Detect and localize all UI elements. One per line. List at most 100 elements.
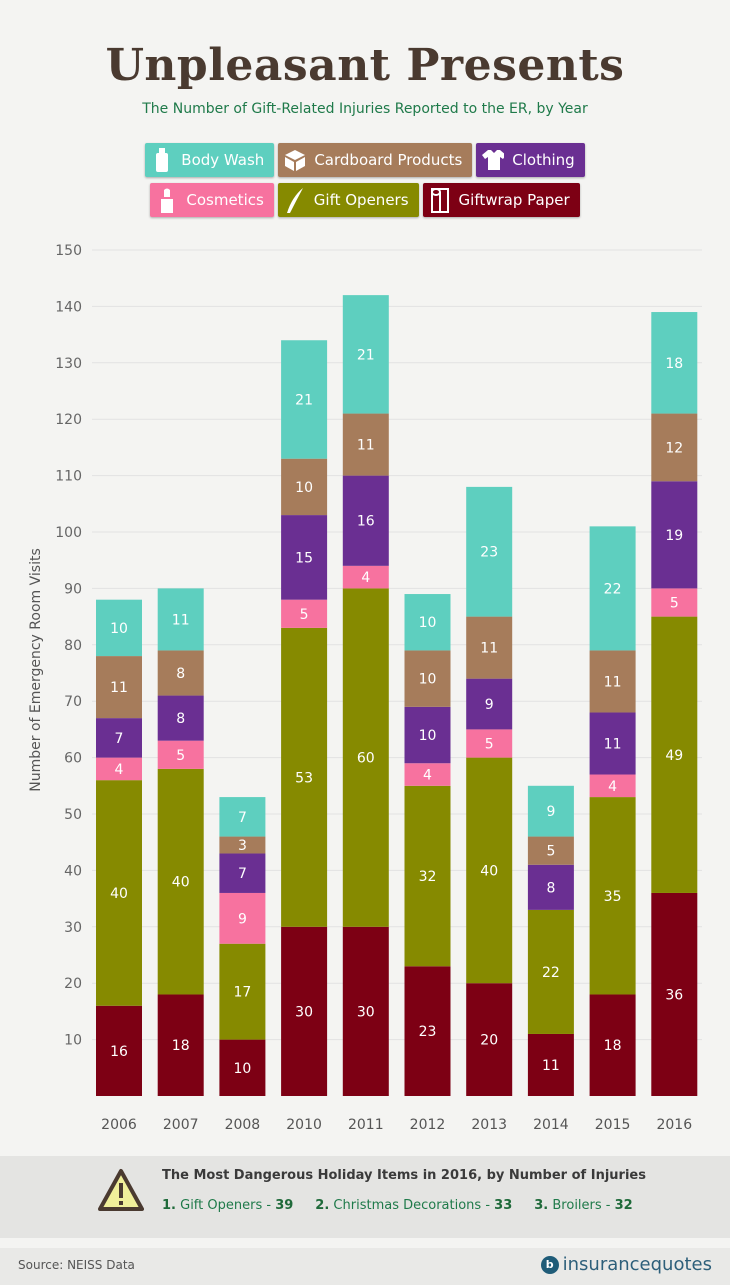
data-label: 30	[357, 1004, 375, 1020]
bar-segment-cardboard-products	[651, 413, 698, 482]
data-label: 36	[665, 987, 683, 1003]
bar-segment-body-wash	[466, 486, 513, 617]
shirt-icon	[482, 147, 505, 173]
data-label: 35	[604, 889, 622, 905]
dangerous-items-panel: The Most Dangerous Holiday Items in 2016…	[0, 1156, 730, 1238]
brand-logo: b insurancequotes	[540, 1254, 712, 1275]
data-label: 18	[604, 1038, 622, 1054]
legend-gift-openers: Gift Openers	[277, 183, 419, 217]
data-label: 22	[604, 581, 622, 597]
bar-segment-cardboard-products	[219, 836, 266, 854]
bar-segment-giftwrap-paper	[651, 892, 698, 1096]
x-tick-label: 2015	[595, 1117, 631, 1133]
bar-segment-giftwrap-paper	[281, 926, 328, 1096]
bar-segment-clothing	[342, 475, 389, 566]
data-label: 5	[485, 737, 494, 753]
x-tick-label: 2016	[656, 1117, 692, 1133]
bar-segment-clothing	[527, 864, 574, 910]
data-label: 30	[295, 1004, 313, 1020]
y-tick-label: 70	[64, 694, 82, 710]
bar-segment-clothing	[589, 712, 636, 775]
data-label: 10	[419, 615, 437, 631]
data-label: 9	[238, 911, 247, 927]
bar-segment-clothing	[157, 695, 204, 741]
bar-segment-cosmetics	[404, 763, 451, 786]
bar-segment-cardboard-products	[96, 656, 142, 719]
data-label: 10	[110, 621, 128, 637]
bar-segment-clothing	[404, 706, 451, 764]
data-label: 32	[419, 869, 437, 885]
paper-roll-icon	[429, 187, 451, 213]
data-label: 21	[357, 347, 375, 363]
data-label: 12	[665, 440, 683, 456]
y-tick-label: 100	[55, 525, 82, 541]
legend-label: Gift Openers	[313, 191, 409, 209]
bar-segment-cardboard-products	[466, 616, 513, 679]
data-label: 9	[485, 697, 494, 713]
panel-item: 2. Christmas Decorations - 33	[315, 1198, 513, 1213]
x-tick-label: 2010	[286, 1117, 322, 1133]
bar-segment-giftwrap-paper	[466, 983, 513, 1096]
bar-segment-cosmetics	[219, 892, 266, 944]
x-tick-label: 2012	[410, 1117, 446, 1133]
x-tick-label: 2014	[533, 1117, 569, 1133]
bar-segment-body-wash	[527, 785, 574, 837]
bar-segment-body-wash	[651, 312, 698, 414]
warning-icon	[98, 1169, 144, 1211]
data-label: 17	[233, 985, 251, 1001]
bar-segment-cardboard-products	[281, 458, 328, 516]
bar-segment-giftwrap-paper	[96, 1005, 142, 1096]
bar-segment-gift-openers	[651, 616, 698, 893]
bar-segment-cardboard-products	[404, 650, 451, 707]
bar-segment-gift-openers	[589, 797, 636, 995]
data-label: 20	[480, 1033, 498, 1049]
data-label: 60	[357, 751, 375, 767]
data-label: 40	[480, 863, 498, 879]
bar-segment-body-wash	[342, 295, 389, 414]
box-icon	[284, 147, 306, 173]
y-tick-label: 110	[55, 469, 82, 485]
blade-icon	[284, 187, 306, 213]
data-label: 15	[295, 550, 313, 566]
data-label: 10	[419, 728, 437, 744]
bar-segment-cardboard-products	[157, 650, 204, 696]
bar-segment-gift-openers	[96, 780, 142, 1006]
data-label: 8	[546, 880, 555, 896]
y-tick-label: 30	[64, 920, 82, 936]
bar-segment-body-wash	[281, 340, 328, 459]
bar-segment-body-wash	[219, 797, 266, 837]
bar-segment-body-wash	[157, 588, 204, 651]
x-tick-label: 2008	[225, 1117, 261, 1133]
data-label: 8	[176, 666, 185, 682]
data-label: 4	[608, 779, 617, 795]
source-text: Source: NEISS Data	[18, 1258, 135, 1272]
bar-segment-gift-openers	[281, 627, 328, 927]
data-label: 3	[238, 838, 247, 854]
data-label: 11	[172, 612, 190, 628]
data-label: 11	[480, 641, 498, 657]
subtitle: The Number of Gift-Related Injuries Repo…	[142, 101, 588, 117]
data-label: 11	[542, 1058, 560, 1074]
data-label: 40	[110, 886, 128, 902]
data-label: 10	[295, 480, 313, 496]
legend-row-1: Body Wash Cardboard Products Clothing	[0, 143, 730, 177]
bar-segment-gift-openers	[342, 588, 389, 927]
legend-clothing: Clothing	[476, 143, 585, 177]
bar-segment-giftwrap-paper	[342, 926, 389, 1096]
y-tick-label: 120	[55, 412, 82, 428]
page-title: Unpleasant Presents	[105, 40, 625, 91]
data-label: 40	[172, 875, 190, 891]
legend-body-wash: Body Wash	[145, 143, 275, 177]
legend-cosmetics: Cosmetics	[150, 183, 274, 217]
legend-label: Cosmetics	[186, 191, 264, 209]
data-label: 11	[604, 737, 622, 753]
data-label: 5	[176, 748, 185, 764]
bar-segment-gift-openers	[219, 943, 266, 1040]
data-label: 4	[423, 768, 432, 784]
legend-label: Clothing	[512, 151, 575, 169]
x-tick-label: 2011	[348, 1117, 384, 1133]
lipstick-icon	[156, 187, 178, 213]
data-label: 11	[604, 674, 622, 690]
bar-segment-cosmetics	[157, 740, 204, 769]
bar-segment-cosmetics	[281, 599, 328, 628]
